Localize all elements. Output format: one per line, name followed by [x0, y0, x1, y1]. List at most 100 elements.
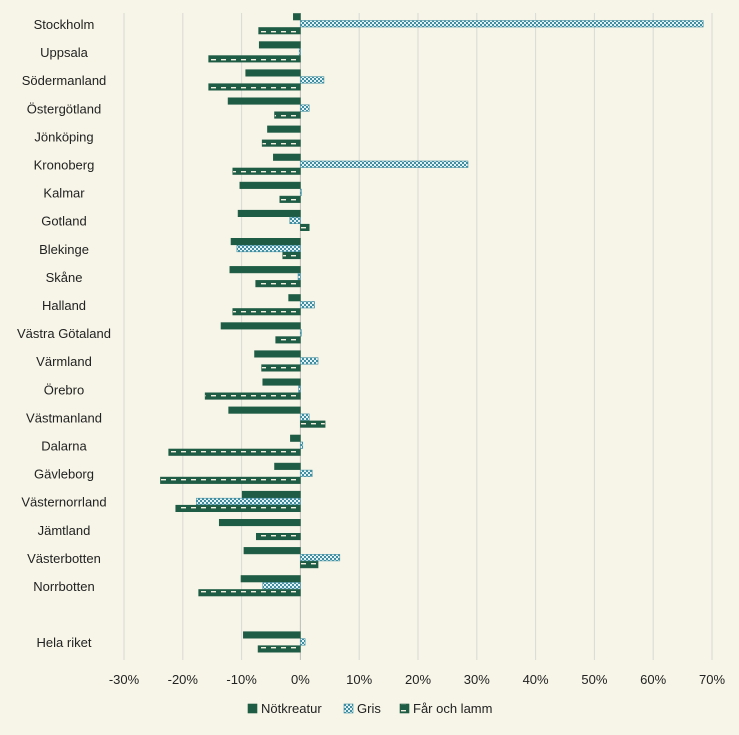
bar-gris: [300, 413, 310, 421]
x-tick-label: -30%: [109, 672, 140, 687]
bar-nötkreatur: [241, 490, 301, 499]
bar-får-och-lamm: [257, 645, 301, 653]
bar-nötkreatur: [243, 631, 301, 639]
bar-nötkreatur: [239, 181, 301, 189]
bar-nötkreatur: [288, 294, 301, 302]
category-label: Blekinge: [39, 242, 89, 257]
category-label: Västerbotten: [27, 551, 101, 566]
legend-swatch: [343, 703, 354, 714]
bar-får-och-lamm: [198, 589, 301, 597]
category-label: Västernorrland: [21, 495, 106, 510]
legend: Nötkreatur Gris Får och lamm: [247, 701, 492, 716]
bar-får-och-lamm: [255, 532, 301, 541]
category-label: Norrbotten: [33, 579, 94, 594]
category-label: Hela riket: [37, 635, 92, 650]
bar-nötkreatur: [243, 547, 301, 555]
bar-får-och-lamm: [279, 195, 301, 203]
bar-gris: [300, 104, 310, 112]
x-tick-label: 50%: [581, 672, 607, 687]
bar-nötkreatur: [230, 238, 301, 246]
bar-gris: [236, 245, 301, 253]
bar-gris: [196, 497, 301, 506]
x-tick-label: 10%: [346, 672, 372, 687]
bar-gris: [300, 638, 306, 646]
category-label: Gävleborg: [34, 467, 94, 482]
bar-nötkreatur: [293, 13, 301, 21]
bar-nötkreatur: [262, 378, 301, 386]
bar-nötkreatur: [240, 575, 301, 583]
category-label: Halland: [42, 298, 86, 313]
category-label: Kalmar: [43, 186, 85, 201]
bar-får-och-lamm: [232, 167, 301, 175]
bar-gris: [262, 582, 301, 590]
bar-gris: [300, 441, 304, 449]
bar-nötkreatur: [218, 518, 301, 527]
category-label: Stockholm: [34, 17, 95, 32]
legend-label: Nötkreatur: [261, 701, 322, 716]
x-tick-label: 60%: [640, 672, 666, 687]
bar-nötkreatur: [227, 97, 301, 105]
x-tick-label: -20%: [168, 672, 199, 687]
bar-nötkreatur: [228, 406, 301, 414]
legend-swatch: [399, 703, 410, 714]
bar-nötkreatur: [237, 209, 301, 217]
bar-gris: [297, 273, 301, 281]
bar-får-och-lamm: [208, 55, 301, 63]
bar-nötkreatur: [273, 153, 301, 161]
bar-får-och-lamm: [261, 139, 301, 147]
bar-gris: [300, 160, 469, 168]
bar-får-och-lamm: [261, 364, 301, 372]
legend-swatch: [247, 703, 258, 714]
bar-får-och-lamm: [168, 448, 301, 456]
legend-label: Gris: [357, 701, 381, 716]
bar-får-och-lamm: [208, 83, 301, 91]
bar-gris: [289, 216, 301, 224]
bar-nötkreatur: [254, 350, 301, 358]
category-label: Östergötland: [27, 101, 101, 116]
category-labels: Stockholm Uppsala Södermanland Östergötland…: [17, 17, 111, 650]
x-tick-label: 0%: [291, 672, 310, 687]
bar-får-och-lamm: [282, 252, 301, 260]
bar-får-och-lamm: [255, 280, 301, 288]
gridlines: [123, 13, 713, 660]
bar-gris: [300, 329, 302, 337]
x-tick-label: 70%: [699, 672, 725, 687]
bar-nötkreatur: [267, 125, 301, 133]
bar-nötkreatur: [274, 462, 301, 470]
category-label: Uppsala: [40, 45, 88, 60]
legend-label: Får och lamm: [413, 701, 492, 716]
category-label: Dalarna: [41, 439, 87, 454]
bar-får-och-lamm: [204, 392, 301, 400]
category-label: Kronoberg: [34, 158, 95, 173]
x-tick-label: -10%: [226, 672, 257, 687]
bar-får-och-lamm: [300, 561, 319, 569]
bar-får-och-lamm: [300, 420, 326, 428]
bar-nötkreatur: [258, 41, 301, 49]
bar-gris: [300, 20, 704, 28]
category-label: Södermanland: [22, 73, 107, 88]
bar-får-och-lamm: [175, 504, 301, 513]
bar-gris: [300, 76, 325, 84]
x-tick-labels: -30% -20% -10% 0% 10% 20% 30% 40% 50% 60% 70%: [109, 672, 726, 687]
category-label: Skåne: [46, 270, 83, 285]
bar-nötkreatur: [220, 322, 301, 330]
category-label: Gotland: [41, 214, 87, 229]
category-label: Västmanland: [26, 410, 102, 425]
bar-får-och-lamm: [300, 223, 310, 231]
x-tick-label: 20%: [405, 672, 431, 687]
category-label: Jönköping: [34, 129, 93, 144]
category-label: Värmland: [36, 354, 92, 369]
bar-får-och-lamm: [274, 111, 301, 119]
bar-gris: [298, 48, 301, 56]
bar-gris: [298, 385, 301, 393]
bar-får-och-lamm: [258, 27, 301, 35]
bars: [160, 13, 704, 653]
x-tick-label: 40%: [523, 672, 549, 687]
category-label: Västra Götaland: [17, 326, 111, 341]
bar-gris: [300, 301, 315, 309]
bar-gris: [300, 357, 319, 365]
x-tick-label: 30%: [464, 672, 490, 687]
bar-gris: [300, 188, 302, 196]
